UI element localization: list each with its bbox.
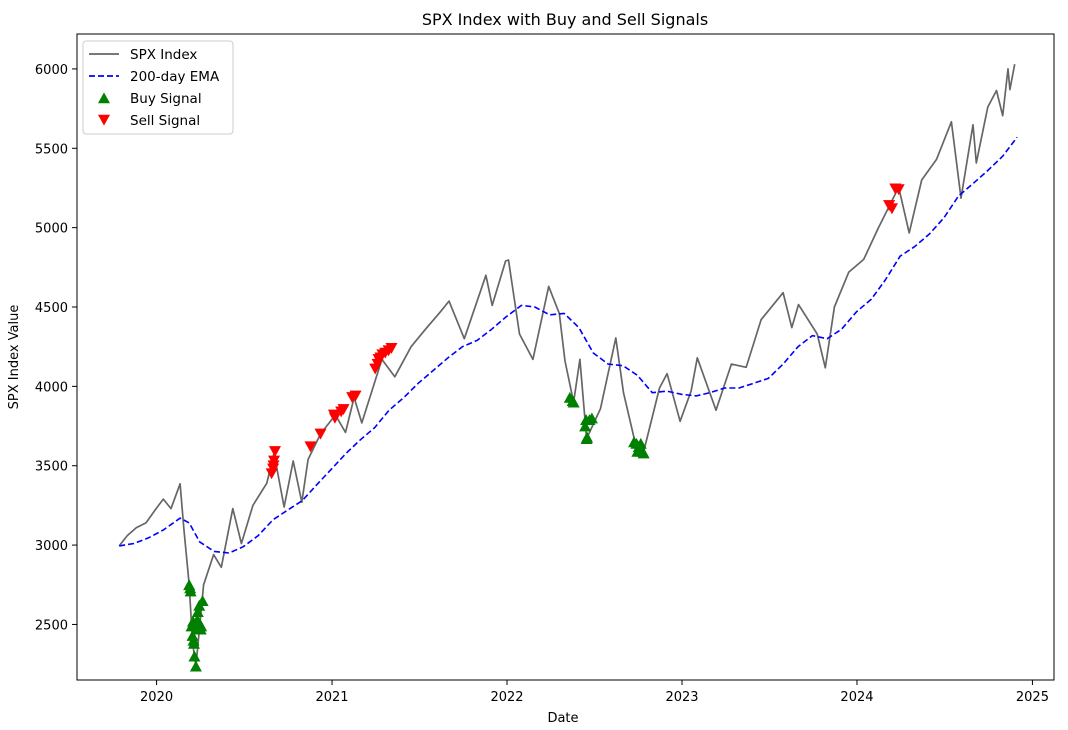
buy-signal-marker-8 [188,650,201,662]
sell-signal-marker-8 [328,412,341,424]
x-tick-label-4: 2024 [840,690,873,705]
buy-signal-marker-31 [634,437,647,449]
legend-swatch-3 [97,114,111,126]
y-tick-label-5: 5000 [35,222,68,237]
series-line-1 [119,136,1018,554]
legend: SPX Index 200-day EMA Buy Signal Sell Signa… [82,40,234,135]
buy-signal-marker-12 [191,606,204,618]
y-tick-label-2: 3500 [35,460,68,475]
y-axis-title: SPX Index Value [7,305,22,410]
legend-label-2: Buy Signal [130,91,202,107]
series-line-0 [118,64,1016,668]
y-tick-label-1: 3000 [35,539,68,554]
buy-signal-marker-20 [567,396,580,408]
legend-swatch-2 [97,92,111,104]
buy-signal-marker-2 [184,585,197,597]
sell-signal-marker-22 [885,203,898,215]
chart-title: SPX Index with Buy and Sell Signals [422,10,708,29]
legend-label-1: 200-day EMA [130,69,220,85]
y-tick-label-7: 6000 [35,63,68,78]
sell-signal-marker-24 [892,184,905,196]
x-tick-label-1: 2021 [315,690,348,705]
x-tick-label-3: 2023 [665,690,698,705]
y-tick-label-3: 4000 [35,380,68,395]
sell-signal-marker-5 [304,441,317,453]
buy-signal-marker-33 [637,447,650,459]
sell-signal-marker-20 [385,342,398,354]
x-tick-label-2: 2022 [490,690,523,705]
x-axis: 2020 2021 2022 2023 2024 2025 [140,680,1049,705]
sell-signal-marker-6 [314,428,327,440]
buy-signal-marker-17 [196,595,209,606]
x-tick-label-5: 2025 [1016,690,1049,705]
x-tick-label-0: 2020 [140,690,173,705]
legend-label-0: SPX Index [130,47,197,63]
buy-signal-marker-26 [585,412,598,424]
y-tick-label-0: 2500 [35,618,68,633]
sell-signal-marker-10 [337,404,350,416]
sell-signal-marker-4 [268,446,281,458]
buy-signal-marker-7 [187,637,200,649]
legend-label-3: Sell Signal [130,113,200,129]
sell-signal-marker-12 [349,390,362,402]
legend-box [82,40,234,135]
buy-signal-marker-24 [581,431,594,443]
sell-signal-marker-3 [268,455,281,467]
y-axis: 2500 3000 3500 4000 4500 5000 5500 6000 [35,63,77,633]
buy-signal-marker-21 [579,420,592,432]
plot-area [118,64,1018,672]
buy-signal-marker-9 [189,660,202,672]
y-tick-label-4: 4500 [35,301,68,316]
x-axis-title: Date [547,711,578,726]
plot-frame [76,33,1055,681]
buy-signal-marker-16 [195,620,208,632]
y-tick-label-6: 5500 [35,142,68,157]
